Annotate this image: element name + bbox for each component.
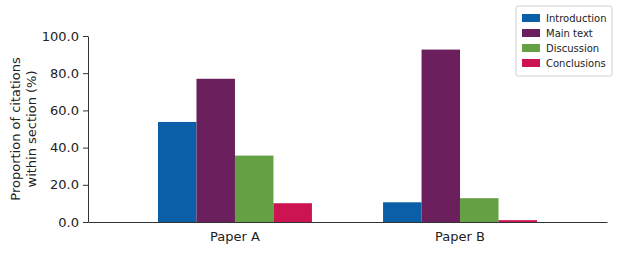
y-tick-label: 20.0: [50, 177, 79, 192]
bars: [158, 50, 537, 222]
y-tick-mark: [83, 148, 88, 149]
bar: [273, 203, 311, 222]
legend-entry: Discussion: [522, 43, 599, 54]
x-tick-label: Paper A: [210, 229, 260, 244]
y-tick-label: 100.0: [42, 29, 79, 44]
x-axis-line: [89, 222, 608, 223]
legend: Introduction Main text Discussion Conclusio…: [516, 6, 612, 76]
x-tick: Paper A: [210, 222, 260, 244]
bar: [158, 122, 196, 222]
bar: [383, 202, 421, 222]
legend-entry: Introduction: [522, 13, 607, 24]
y-tick-mark: [83, 222, 88, 223]
legend-swatch: [522, 29, 540, 37]
y-tick: 60.0: [50, 103, 88, 118]
y-tick-label: 60.0: [50, 103, 79, 118]
legend-label: Discussion: [546, 43, 599, 54]
y-tick: 40.0: [50, 140, 88, 155]
y-axis-line: [88, 37, 89, 223]
x-tick: Paper B: [435, 222, 485, 244]
bar: [460, 198, 498, 222]
y-tick-mark: [83, 73, 88, 74]
x-tick-label: Paper B: [435, 229, 485, 244]
legend-label: Introduction: [546, 13, 607, 24]
legend-frame: [516, 6, 612, 76]
bar: [422, 50, 460, 222]
y-tick-label: 0.0: [58, 215, 79, 230]
chart: 0.0 20.0 40.0 60.0 80.0 100.0 Paper A Paper B Pr…: [0, 0, 617, 258]
bar: [499, 220, 537, 222]
y-tick-label: 80.0: [50, 66, 79, 81]
y-tick-mark: [83, 36, 88, 37]
y-axis-title: Proportion of citationswithin section (%…: [8, 57, 39, 201]
y-tick: 100.0: [42, 29, 88, 44]
legend-label: Conclusions: [546, 58, 606, 69]
plot-area: 0.0 20.0 40.0 60.0 80.0 100.0 Paper A Paper B: [42, 29, 608, 245]
legend-swatch: [522, 44, 540, 52]
legend-swatch: [522, 14, 540, 22]
bar: [196, 79, 234, 222]
y-tick: 80.0: [50, 66, 88, 81]
legend-label: Main text: [546, 28, 593, 39]
y-tick-mark: [83, 110, 88, 111]
x-axis: Paper A Paper B: [89, 222, 608, 244]
y-tick: 20.0: [50, 177, 88, 192]
y-tick-label: 40.0: [50, 140, 79, 155]
legend-entry: Main text: [522, 28, 593, 39]
legend-entry: Conclusions: [522, 58, 606, 69]
legend-swatch: [522, 59, 540, 67]
y-tick-mark: [83, 185, 88, 186]
y-tick: 0.0: [58, 215, 88, 230]
y-axis: 0.0 20.0 40.0 60.0 80.0 100.0: [42, 29, 89, 230]
bar: [235, 156, 273, 222]
